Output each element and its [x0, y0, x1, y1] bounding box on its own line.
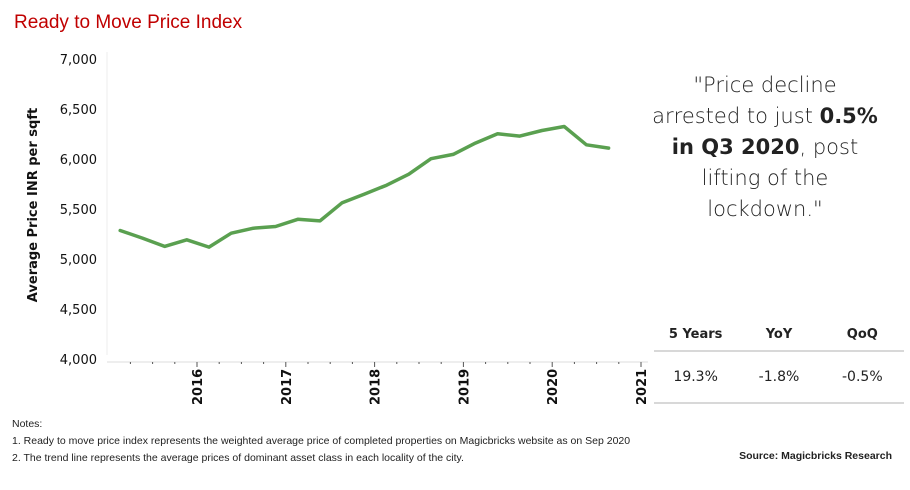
- quote-line: arrested to just 0.5%: [640, 101, 890, 132]
- stats-value: 19.3%: [673, 369, 718, 385]
- stats-value-row: 19.3% -1.8% -0.5%: [654, 352, 904, 404]
- stats-table: 5 Years YoY QoQ 19.3% -1.8% -0.5%: [654, 318, 904, 404]
- y-tick-label: 5,000: [60, 253, 97, 268]
- quote-line: "Price decline: [693, 73, 837, 97]
- x-tick-label: 2016: [191, 369, 206, 405]
- stats-header: QoQ: [846, 326, 878, 342]
- y-tick-label: 6,000: [60, 153, 97, 168]
- stats-header: YoY: [765, 326, 793, 342]
- y-tick-label: 4,500: [60, 303, 97, 318]
- stats-header-row: 5 Years YoY QoQ: [654, 318, 904, 352]
- x-tick-label: 2021: [635, 369, 650, 405]
- chart-title: Ready to Move Price Index: [14, 12, 243, 33]
- y-tick-label: 7,000: [60, 53, 97, 68]
- note-item: 2. The trend line represents the average…: [12, 452, 464, 464]
- notes: Notes: 1. Ready to move price index repr…: [12, 416, 630, 467]
- quote-line: lockdown.": [707, 197, 823, 221]
- x-tick-label: 2020: [546, 369, 561, 405]
- quote-highlight: in Q3 2020: [671, 135, 800, 159]
- y-tick-label: 4,000: [60, 353, 97, 368]
- stats-value: -0.5%: [842, 369, 883, 385]
- quote-line: in Q3 2020, post: [640, 132, 890, 163]
- price-index-line-chart: Average Price INR per sqft 4,000 4,500 5,0…: [26, 52, 650, 405]
- quote-highlight: 0.5%: [819, 104, 878, 128]
- quote-text: arrested to just: [652, 104, 820, 128]
- series-line: [118, 124, 611, 249]
- stats-header: 5 Years: [668, 326, 723, 342]
- y-tick-label: 6,500: [60, 103, 97, 118]
- stats-value: -1.8%: [758, 369, 800, 385]
- x-tick-label: 2018: [369, 369, 384, 405]
- y-tick-label: 5,500: [60, 203, 97, 218]
- note-item: 1. Ready to move price index represents …: [12, 435, 631, 447]
- quote-callout: "Price decline arrested to just 0.5% in …: [640, 70, 890, 225]
- notes-heading: Notes:: [12, 418, 43, 430]
- quote-line: lifting of the: [701, 166, 829, 190]
- source-credit: Source: Magicbricks Research: [739, 450, 892, 462]
- x-tick-label: 2017: [280, 369, 295, 405]
- y-axis-label: Average Price INR per sqft: [26, 108, 41, 302]
- x-tick-label: 2019: [457, 369, 472, 405]
- quote-text: , post: [799, 135, 859, 159]
